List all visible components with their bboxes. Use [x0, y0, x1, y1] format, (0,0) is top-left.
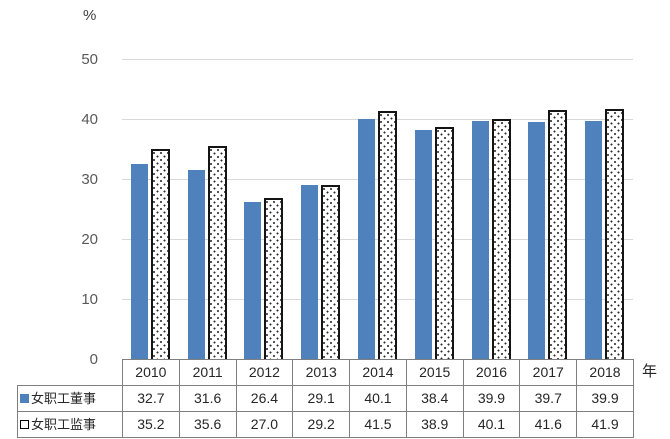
bar-group-2017 [519, 110, 576, 360]
y-tick-label-30: 30 [81, 171, 98, 188]
value-series1-2011: 31.6 [178, 385, 237, 412]
value-series2-2013: 29.2 [292, 411, 351, 438]
series-name: 女职工监事 [31, 417, 97, 432]
value-series2-2015: 38.9 [405, 411, 464, 438]
value-series1-2014: 40.1 [349, 385, 407, 412]
bar-group-2011 [179, 146, 236, 360]
year-header-2010: 2010 [122, 359, 180, 386]
y-tick-label-20: 20 [81, 231, 98, 248]
value-series1-2018: 39.9 [576, 385, 634, 412]
value-series1-2015: 38.4 [405, 385, 464, 412]
bar-group-2015 [406, 126, 463, 360]
bar-group-2010 [122, 148, 179, 360]
gridline-20 [122, 239, 633, 240]
y-tick-label-10: 10 [81, 291, 98, 308]
bar-group-2016 [463, 119, 520, 360]
value-series2-2010: 35.2 [122, 411, 180, 438]
year-header-2011: 2011 [178, 359, 237, 386]
year-header-2018: 2018 [576, 359, 634, 386]
legend-label-series2: 女职工监事 [17, 411, 123, 438]
value-series1-2016: 39.9 [462, 385, 521, 412]
legend-label-series1: 女职工董事 [17, 385, 123, 412]
x-axis-unit-label: 年 [642, 363, 658, 380]
bar-series1-2011 [187, 170, 205, 360]
bar-series1-2012 [244, 201, 262, 360]
series-name: 女职工董事 [31, 391, 97, 406]
y-tick-label-50: 50 [81, 51, 98, 68]
value-series1-2010: 32.7 [122, 385, 180, 412]
value-series2-2017: 41.6 [519, 411, 578, 438]
hollow-square-icon [20, 420, 29, 430]
value-series2-2012: 27.0 [235, 411, 294, 438]
bar-series2-2015 [434, 126, 454, 360]
year-header-2014: 2014 [349, 359, 407, 386]
table-row-series1: 女职工董事 32.7 31.6 26.4 29.1 40.1 38.4 39.9 39.7 39.… [17, 385, 634, 412]
value-series2-2016: 40.1 [462, 411, 521, 438]
bar-group-2013 [292, 184, 349, 360]
bar-series2-2016 [491, 119, 511, 360]
bar-series1-2018 [585, 120, 603, 360]
bar-group-2018 [576, 108, 633, 360]
gridline-40 [122, 119, 633, 120]
year-header-2012: 2012 [235, 359, 294, 386]
table-corner-cell [18, 360, 123, 386]
bar-series1-2016 [471, 120, 489, 360]
value-series2-2011: 35.6 [178, 411, 237, 438]
solid-square-icon [20, 394, 29, 404]
bar-series1-2014 [357, 119, 375, 360]
bar-series2-2017 [548, 110, 568, 360]
value-series1-2017: 39.7 [519, 385, 578, 412]
bar-group-2014 [349, 111, 406, 360]
y-tick-label-0: 0 [89, 351, 98, 368]
y-axis-unit-label: % [83, 7, 97, 24]
gridline-30 [122, 179, 633, 180]
gridline-50 [122, 59, 633, 60]
table-row-years: 2010 2011 2012 2013 2014 2015 2016 2017 2018 [18, 359, 634, 386]
plot-area [122, 59, 633, 360]
value-series2-2014: 41.5 [349, 411, 407, 438]
year-header-2013: 2013 [292, 359, 351, 386]
gridline-10 [122, 299, 633, 300]
bar-series1-2017 [528, 121, 546, 360]
bar-series2-2011 [207, 146, 227, 360]
bar-series1-2010 [130, 163, 148, 360]
value-series2-2018: 41.9 [576, 411, 634, 438]
value-series1-2012: 26.4 [235, 385, 294, 412]
bar-series2-2018 [605, 108, 625, 360]
bar-series1-2013 [301, 185, 319, 360]
y-tick-label-40: 40 [81, 111, 98, 128]
bar-series1-2015 [414, 129, 432, 360]
bar-group-2012 [236, 198, 293, 360]
year-header-2017: 2017 [519, 359, 578, 386]
bar-series2-2010 [150, 148, 170, 360]
bar-series2-2013 [321, 184, 341, 360]
bar-series2-2012 [264, 198, 284, 360]
year-header-2015: 2015 [405, 359, 464, 386]
data-table: 2010 2011 2012 2013 2014 2015 2016 2017 2018 女职工董… [17, 359, 634, 438]
table-row-series2: 女职工监事 35.2 35.6 27.0 29.2 41.5 38.9 40.1 41.6 41.… [17, 411, 634, 438]
value-series1-2013: 29.1 [292, 385, 351, 412]
year-header-2016: 2016 [462, 359, 521, 386]
bar-series2-2014 [377, 111, 397, 360]
